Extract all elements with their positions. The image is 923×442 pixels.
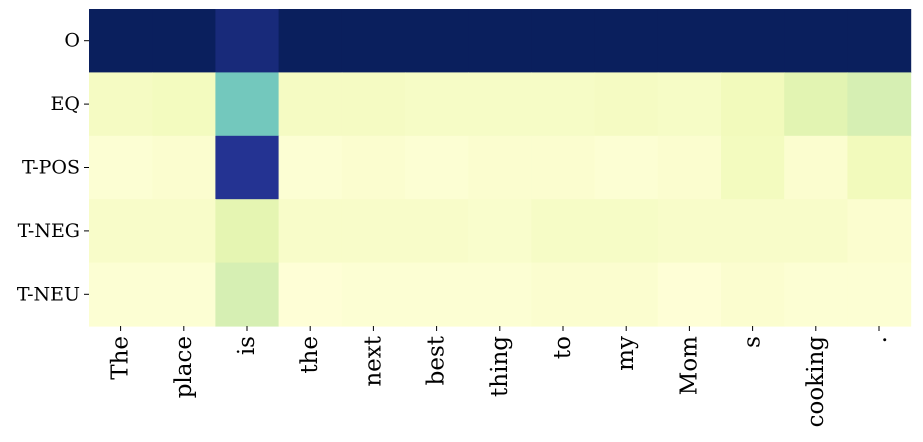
heatmap-cell bbox=[152, 199, 216, 264]
heatmap-cell bbox=[657, 262, 722, 327]
x-tick-label: The bbox=[108, 336, 134, 380]
heatmap-cell bbox=[594, 9, 659, 73]
heatmap-cell bbox=[152, 72, 216, 137]
heatmap-cell bbox=[721, 262, 785, 327]
heatmap-cell bbox=[152, 262, 216, 327]
x-axis: The place is the next best thing to my Mom s cookin… bbox=[108, 326, 892, 427]
heatmap-cell bbox=[215, 72, 280, 137]
heatmap-cell bbox=[847, 72, 912, 137]
heatmap-cell bbox=[657, 9, 722, 73]
heatmap-cell bbox=[468, 262, 532, 327]
x-tick-label: cooking bbox=[803, 336, 829, 428]
heatmap-cell bbox=[278, 72, 343, 137]
heatmap-cell bbox=[594, 135, 659, 200]
x-tick-label: best bbox=[424, 335, 450, 385]
heatmap-cell bbox=[341, 135, 406, 200]
heatmap-cell bbox=[278, 199, 343, 264]
heatmap-cell bbox=[784, 9, 848, 73]
heatmap-cell bbox=[152, 135, 216, 200]
y-axis: O EQ T-POS T-NEG T-NEU bbox=[17, 30, 89, 305]
heatmap-cell bbox=[594, 199, 659, 264]
heatmap-cell bbox=[278, 9, 343, 73]
x-tick-label: s bbox=[740, 336, 766, 348]
y-tick-label: O bbox=[64, 30, 80, 52]
heatmap-cell bbox=[215, 199, 280, 264]
heatmap-cell bbox=[657, 135, 722, 200]
heatmap-cell bbox=[784, 135, 848, 200]
x-tick-label: next bbox=[360, 335, 386, 386]
heatmap-cell bbox=[215, 262, 280, 327]
y-tick-label: T-NEG bbox=[18, 220, 80, 242]
heatmap-cell bbox=[531, 135, 596, 200]
heatmap-cell bbox=[341, 262, 406, 327]
heatmap-cell bbox=[405, 199, 469, 264]
heatmap-cell bbox=[405, 262, 469, 327]
heatmap-cell bbox=[468, 135, 532, 200]
heatmap-cell bbox=[215, 135, 280, 200]
heatmap-cell bbox=[721, 135, 785, 200]
heatmap-cell bbox=[784, 262, 848, 327]
x-tick-label: . bbox=[866, 336, 892, 343]
heatmap-cell bbox=[278, 135, 343, 200]
x-tick-label: thing bbox=[487, 336, 513, 397]
y-tick-label: T-NEU bbox=[17, 283, 80, 305]
heatmap-cell bbox=[89, 135, 153, 200]
heatmap-cell bbox=[278, 262, 343, 327]
heatmap-cell bbox=[531, 262, 596, 327]
x-tick-label: to bbox=[550, 336, 576, 359]
heatmap-cell bbox=[847, 262, 912, 327]
heatmap-cell bbox=[594, 262, 659, 327]
heatmap-cell bbox=[847, 135, 912, 200]
heatmap-cell bbox=[405, 135, 469, 200]
heatmap-cell bbox=[152, 9, 216, 73]
heatmap-cell bbox=[405, 72, 469, 137]
y-tick-label: T-POS bbox=[22, 157, 80, 179]
heatmap-cell bbox=[215, 9, 280, 73]
heatmap-cell bbox=[657, 199, 722, 264]
heatmap-cell bbox=[468, 72, 532, 137]
heatmap-cell bbox=[405, 9, 469, 73]
heatmap-cell bbox=[468, 199, 532, 264]
y-tick-label: EQ bbox=[51, 93, 80, 115]
heatmap-cell bbox=[721, 199, 785, 264]
heatmap-cell bbox=[657, 72, 722, 137]
heatmap-cell bbox=[721, 9, 785, 73]
heatmap-cell bbox=[341, 9, 406, 73]
x-tick-label: Mom bbox=[676, 336, 702, 395]
heatmap-cell bbox=[89, 72, 153, 137]
heatmap-cells bbox=[89, 9, 912, 327]
heatmap-cell bbox=[531, 9, 596, 73]
heatmap-cell bbox=[784, 72, 848, 137]
heatmap-cell bbox=[89, 9, 153, 73]
heatmap-cell bbox=[784, 199, 848, 264]
heatmap-cell bbox=[531, 199, 596, 264]
heatmap-cell bbox=[468, 9, 532, 73]
x-tick-label: the bbox=[297, 336, 323, 374]
x-tick-label: place bbox=[171, 336, 197, 398]
heatmap-cell bbox=[531, 72, 596, 137]
heatmap-cell bbox=[89, 262, 153, 327]
heatmap-cell bbox=[594, 72, 659, 137]
heatmap-cell bbox=[847, 199, 912, 264]
heatmap-cell bbox=[721, 72, 785, 137]
heatmap-cell bbox=[341, 72, 406, 137]
x-tick-label: my bbox=[613, 336, 639, 371]
x-tick-label: is bbox=[234, 336, 260, 355]
heatmap-cell bbox=[341, 199, 406, 264]
heatmap-cell bbox=[89, 199, 153, 264]
heatmap-cell bbox=[847, 9, 912, 73]
